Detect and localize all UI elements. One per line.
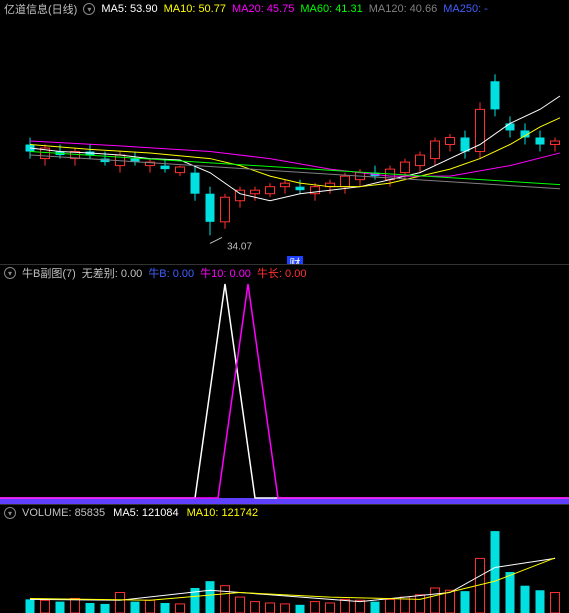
ma-legend-item: MA10: 50.77	[164, 3, 226, 15]
candlestick-chart[interactable]: 34.07 财	[0, 18, 569, 264]
ma-legend-item: MA60: 41.31	[300, 3, 362, 15]
sub-title: 牛B副图(7)	[22, 265, 76, 281]
sub-legend-item: 无差别: 0.00	[82, 268, 143, 280]
volume-chart[interactable]	[0, 522, 569, 613]
stock-title: 亿道信息(日线)	[4, 1, 77, 17]
volume-panel: ▾ VOLUME: 85835 MA5: 121084 MA10: 121742	[0, 504, 569, 613]
volume-legend-item: MA5: 121084	[113, 507, 178, 519]
main-header: 亿道信息(日线) ▾ MA5: 53.90 MA10: 50.77 MA20: 45…	[0, 0, 569, 18]
sub-legend-item: 牛10: 0.00	[200, 268, 251, 280]
sub-indicator-panel: ▾ 牛B副图(7) 无差别: 0.00 牛B: 0.00 牛10: 0.00 牛长: …	[0, 264, 569, 504]
chevron-down-icon[interactable]: ▾	[4, 507, 16, 519]
svg-text:财: 财	[290, 256, 301, 264]
sub-legend-item: 牛长: 0.00	[257, 268, 307, 280]
sub-legend: 无差别: 0.00 牛B: 0.00 牛10: 0.00 牛长: 0.00	[82, 265, 313, 281]
svg-text:34.07: 34.07	[227, 241, 252, 252]
ma-legend: MA5: 53.90 MA10: 50.77 MA20: 45.75 MA60: 41…	[101, 3, 494, 15]
volume-legend-item: VOLUME: 85835	[22, 507, 105, 519]
sub-header: ▾ 牛B副图(7) 无差别: 0.00 牛B: 0.00 牛10: 0.00 牛长: …	[0, 264, 569, 282]
volume-legend: VOLUME: 85835 MA5: 121084 MA10: 121742	[22, 507, 266, 519]
volume-legend-item: MA10: 121742	[187, 507, 259, 519]
ma-legend-item: MA120: 40.66	[369, 3, 438, 15]
chevron-down-icon[interactable]: ▾	[4, 267, 16, 279]
volume-header: ▾ VOLUME: 85835 MA5: 121084 MA10: 121742	[0, 504, 569, 522]
main-candlestick-panel: 亿道信息(日线) ▾ MA5: 53.90 MA10: 50.77 MA20: 45…	[0, 0, 569, 264]
chevron-down-icon[interactable]: ▾	[83, 3, 95, 15]
ma-legend-item: MA20: 45.75	[232, 3, 294, 15]
ma-legend-item: MA5: 53.90	[101, 3, 157, 15]
ma-legend-item: MA250: -	[443, 3, 488, 15]
sub-indicator-chart[interactable]	[0, 282, 569, 504]
sub-legend-item: 牛B: 0.00	[148, 268, 194, 280]
